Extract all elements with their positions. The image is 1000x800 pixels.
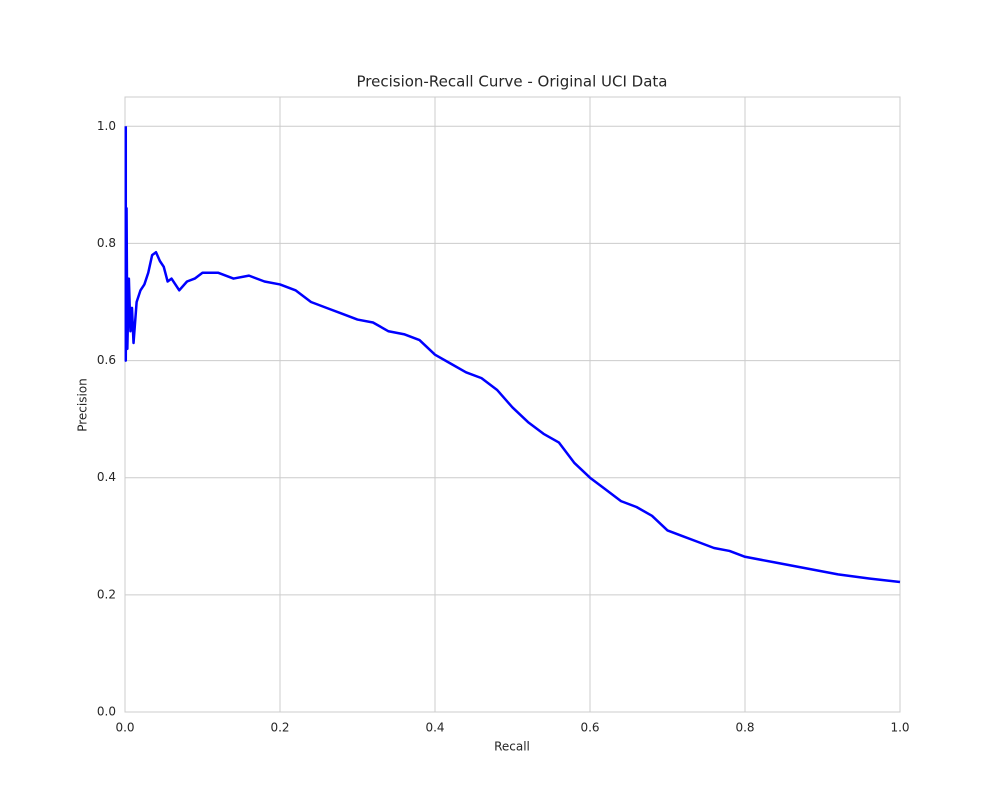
y-tick-label: 0.2 [97,587,116,601]
y-tick-label: 0.4 [97,470,116,484]
x-tick-label: 0.4 [425,721,444,735]
chart-title: Precision-Recall Curve - Original UCI Da… [357,73,668,91]
y-axis-label: Precision [76,378,90,432]
x-tick-label: 0.8 [735,721,754,735]
x-tick-label: 0.2 [270,721,289,735]
y-tick-label: 0.6 [97,353,116,367]
line [124,126,901,584]
x-axis-label: Recall [494,740,530,754]
plot-frame [124,96,901,713]
x-tick-label: 0.0 [115,721,134,735]
y-tick-label: 1.0 [97,119,116,133]
x-tick-label: 1.0 [890,721,909,735]
y-tick-label: 0.8 [97,236,116,250]
x-tick-label: 0.6 [580,721,599,735]
y-tick-label: 0.0 [97,705,116,719]
